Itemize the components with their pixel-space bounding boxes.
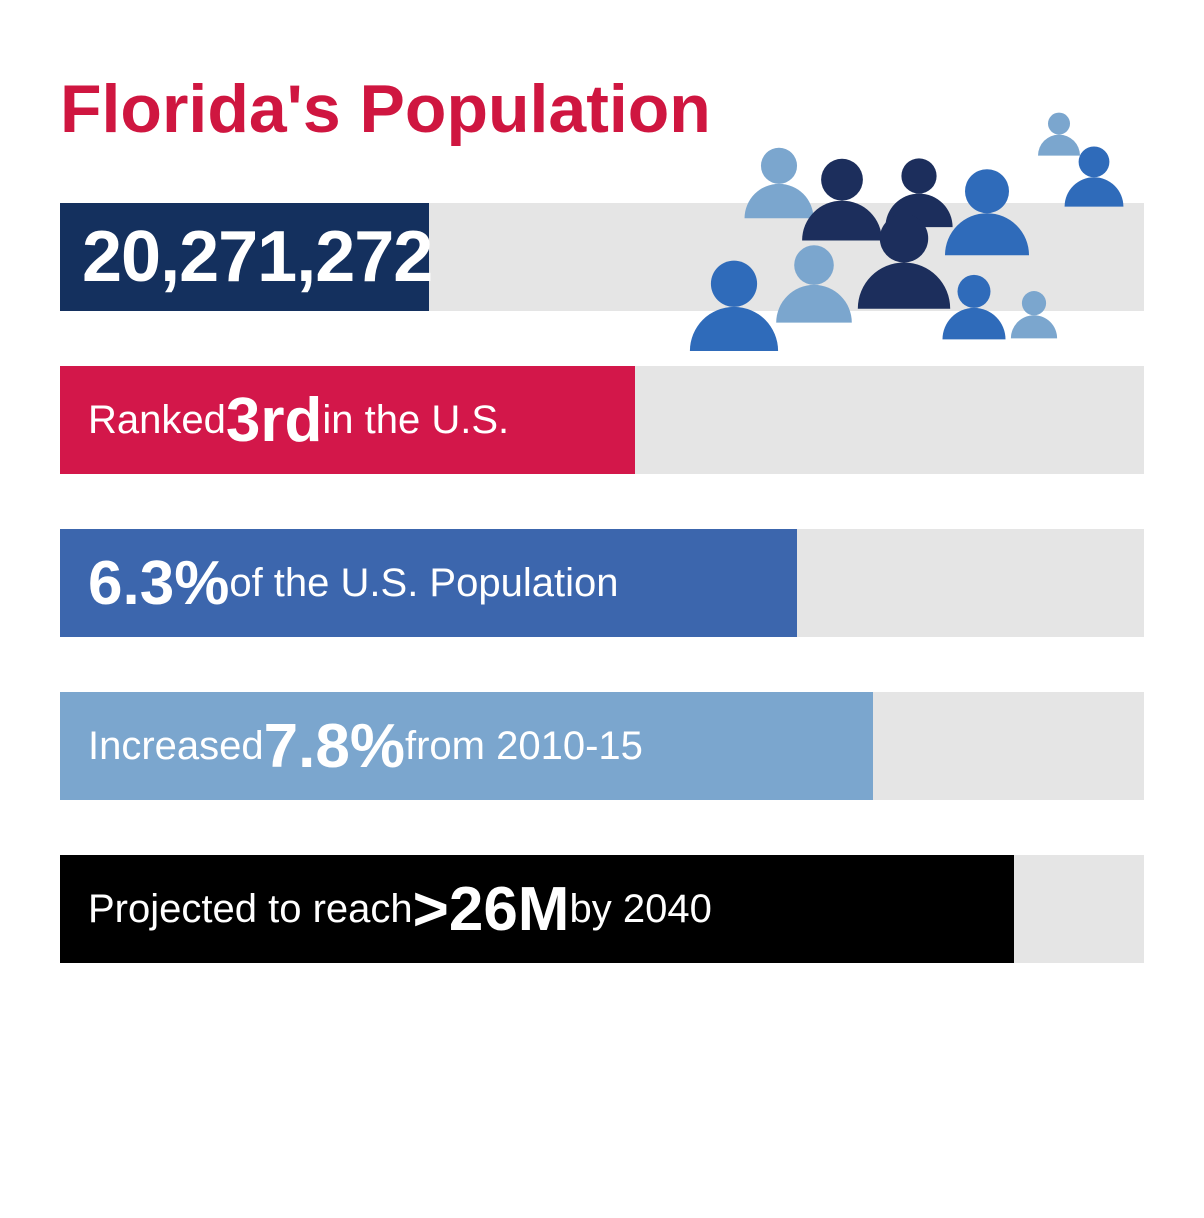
bar-suffix: of the U.S. Population — [229, 561, 618, 606]
stat-bar-fill: Ranked 3rd in the U.S. — [60, 366, 635, 474]
bar-suffix: in the U.S. — [322, 398, 509, 443]
bar-value: 20,271,272 — [82, 216, 432, 298]
bar-value: 6.3% — [88, 548, 229, 619]
bar-suffix: by 2040 — [569, 887, 711, 932]
bar-prefix: Ranked — [88, 398, 226, 443]
bar-value: >26M — [413, 874, 570, 945]
stat-bar-fill: 20,271,272 — [60, 203, 429, 311]
bar-prefix: Projected to reach — [88, 887, 413, 932]
bar-value: 7.8% — [264, 711, 405, 782]
stat-bar-fill: Increased 7.8% from 2010-15 — [60, 692, 873, 800]
bar-prefix: Increased — [88, 724, 264, 769]
bar-value: 3rd — [226, 385, 322, 456]
bar-suffix: from 2010-15 — [405, 724, 643, 769]
stat-bar-fill: Projected to reach >26M by 2040 — [60, 855, 1014, 963]
stat-bar-percent-us: 6.3% of the U.S. Population — [60, 529, 1144, 637]
people-cluster-icon — [664, 78, 1144, 378]
stat-bar-projection: Projected to reach >26M by 2040 — [60, 855, 1144, 963]
stat-bar-rank: Ranked 3rd in the U.S. — [60, 366, 1144, 474]
stat-bar-fill: 6.3% of the U.S. Population — [60, 529, 797, 637]
stat-bar-increase: Increased 7.8% from 2010-15 — [60, 692, 1144, 800]
